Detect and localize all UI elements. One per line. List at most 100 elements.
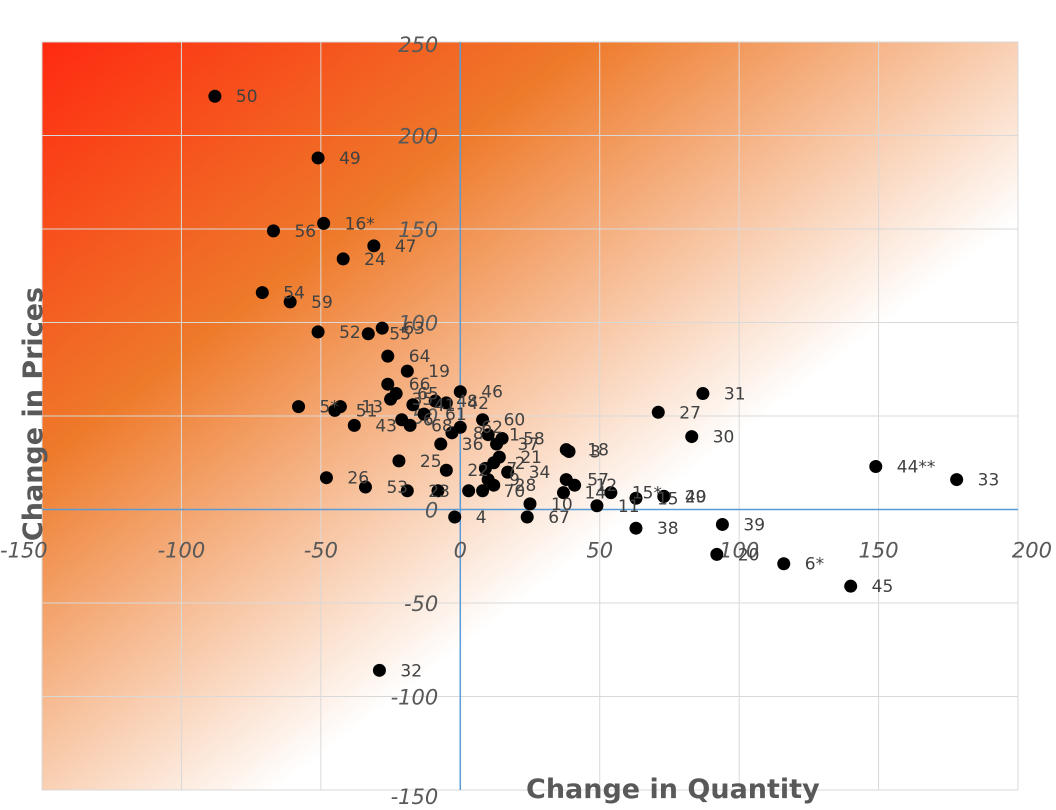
data-label: 18	[587, 441, 609, 461]
data-label: 42	[467, 394, 489, 414]
data-label: 5*	[320, 398, 339, 418]
data-label: 20	[738, 545, 760, 565]
data-label: 60	[504, 411, 526, 431]
y-tick-label: 150	[398, 218, 438, 242]
data-point	[361, 327, 375, 341]
data-label: 40	[685, 487, 707, 507]
data-label: 28	[515, 476, 537, 496]
data-label: 67	[548, 508, 570, 528]
data-label: 15	[657, 489, 679, 509]
data-label: 70	[504, 482, 526, 502]
data-label: 8	[473, 424, 484, 444]
data-point	[501, 465, 515, 479]
x-tick-label: 200	[1012, 539, 1052, 563]
data-point	[358, 480, 372, 494]
data-point	[255, 286, 269, 300]
tick-labels: -150 -100 -50 0 50 100 150 200 -150 -100 -50 0 50 100…	[0, 33, 1052, 809]
data-point	[406, 398, 420, 412]
data-label: 31	[724, 385, 746, 405]
data-point	[347, 418, 361, 432]
data-point	[367, 239, 381, 253]
data-point	[208, 89, 222, 103]
data-point	[462, 484, 476, 498]
data-label: 37	[518, 435, 540, 455]
data-point	[844, 579, 858, 593]
data-point	[375, 321, 389, 335]
data-label: 30	[713, 428, 735, 448]
data-label: 12	[596, 476, 618, 496]
data-label: 24	[364, 250, 386, 270]
data-label: 33	[978, 471, 1000, 491]
data-label: 43	[375, 416, 397, 436]
data-point	[651, 405, 665, 419]
y-tick-label: 200	[398, 125, 438, 149]
data-label: 48	[456, 392, 478, 412]
data-label: 19	[428, 362, 450, 382]
data-label: 34	[529, 463, 551, 483]
data-label: 51	[356, 401, 378, 421]
data-label: 22	[467, 461, 489, 481]
x-tick-label: -100	[158, 539, 206, 563]
data-label: 29	[685, 487, 707, 507]
data-point	[417, 407, 431, 421]
y-tick-label: -150	[391, 785, 439, 809]
data-label: 11	[618, 497, 640, 517]
data-label: 66	[409, 375, 431, 395]
y-tick-label: 0	[425, 499, 438, 523]
data-label: 63	[403, 319, 425, 339]
data-label: 27	[679, 403, 701, 423]
x-tick-label: 150	[859, 539, 899, 563]
data-label: 25	[420, 452, 442, 472]
data-label: 46	[481, 383, 503, 403]
data-point	[311, 325, 325, 339]
data-point	[319, 471, 333, 485]
data-point	[629, 491, 643, 505]
data-label: 26	[347, 469, 369, 489]
data-point	[403, 418, 417, 432]
data-point	[657, 489, 671, 503]
data-point	[696, 387, 710, 401]
data-label: 56	[294, 222, 316, 242]
data-point	[562, 445, 576, 459]
data-point	[556, 486, 570, 500]
data-label: 7	[506, 459, 517, 479]
data-label: 65	[417, 385, 439, 405]
data-point	[266, 224, 280, 238]
data-point	[283, 295, 297, 309]
data-label: 13	[361, 398, 383, 418]
data-label: 68	[431, 416, 453, 436]
data-point	[384, 392, 398, 406]
data-point	[428, 394, 442, 408]
data-point	[715, 517, 729, 531]
data-point	[777, 557, 791, 571]
data-label: 2	[515, 454, 526, 474]
y-tick-label: -100	[391, 686, 439, 710]
data-label: 44**	[897, 457, 936, 477]
data-point	[476, 484, 490, 498]
x-tick-label: 50	[586, 539, 613, 563]
data-label: 49	[339, 149, 361, 169]
data-point	[448, 510, 462, 524]
data-point	[439, 396, 453, 410]
y-tick-label: -50	[404, 592, 438, 616]
data-point	[590, 499, 604, 513]
data-point	[481, 428, 495, 442]
data-label: 32	[400, 661, 422, 681]
x-tick-label: 0	[454, 539, 467, 563]
data-label: 15*	[632, 484, 662, 504]
data-label: 62	[481, 418, 503, 438]
data-label: 21	[520, 448, 542, 468]
data-point	[478, 461, 492, 475]
y-axis-title: Change in Prices	[18, 287, 49, 541]
data-label: 39	[743, 515, 765, 535]
data-label: 9	[509, 471, 520, 491]
data-label: 35	[412, 390, 434, 410]
data-label: 23	[428, 482, 450, 502]
data-label: 14	[584, 484, 606, 504]
data-point	[568, 478, 582, 492]
data-label: 61	[445, 405, 467, 425]
data-point	[453, 385, 467, 399]
data-point	[400, 364, 414, 378]
x-tick-label: -150	[0, 539, 48, 563]
